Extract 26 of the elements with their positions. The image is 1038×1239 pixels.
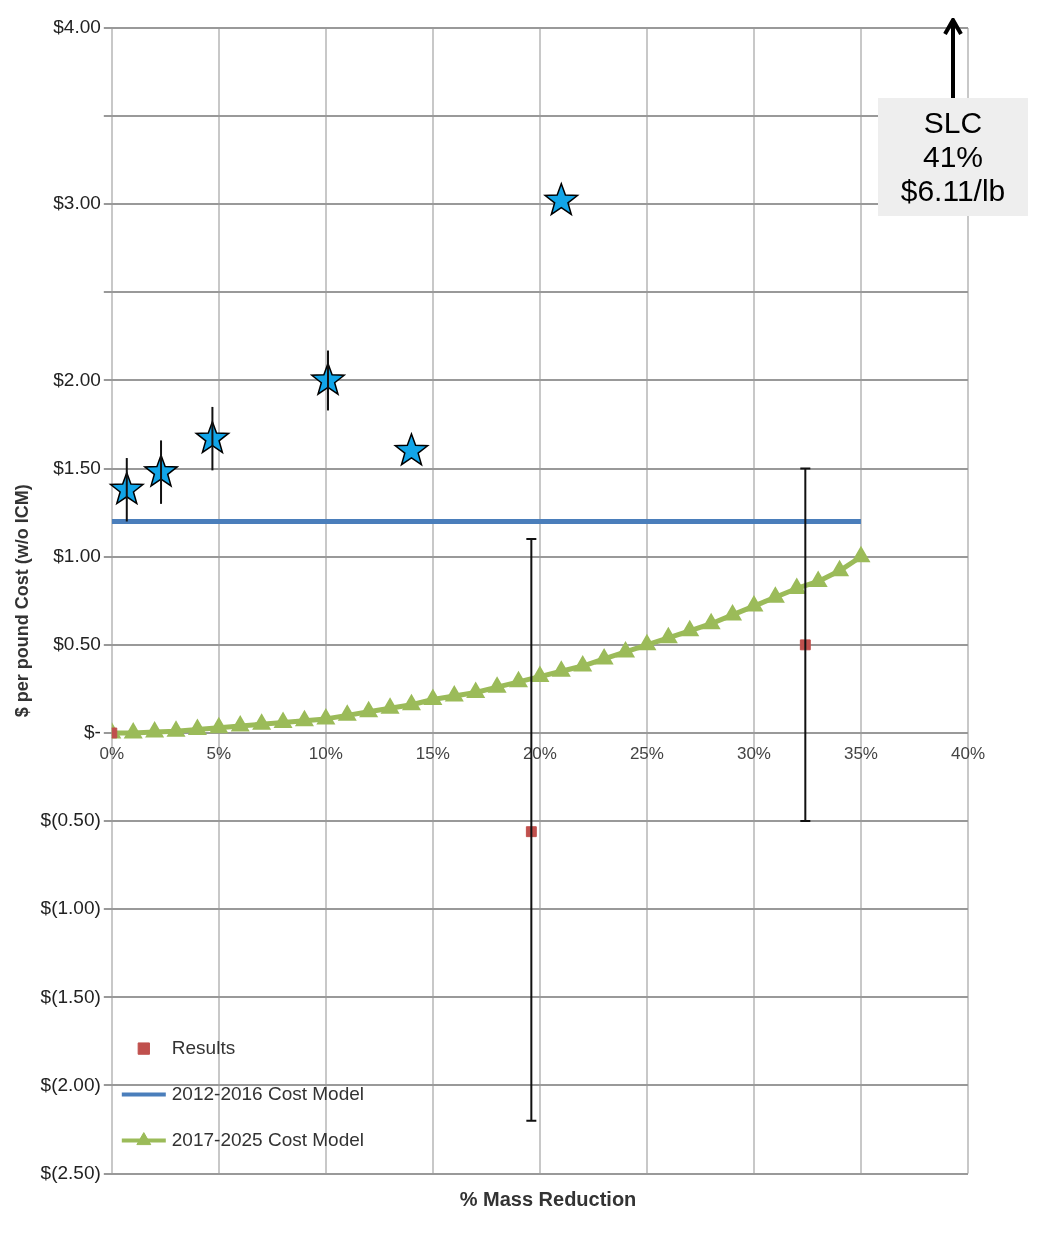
y-tick-label: $(2.50) [40, 1161, 101, 1183]
x-tick-label: 15% [415, 743, 450, 763]
legend-label: Results [171, 1036, 236, 1058]
y-tick-label: $1.00 [53, 544, 101, 566]
y-tick-label: $(1.50) [40, 985, 101, 1007]
y-tick-label: $(0.50) [40, 809, 101, 831]
y-tick-label: $4.00 [53, 16, 101, 38]
y-tick-label: $0.50 [53, 633, 101, 655]
x-tick-label: 35% [843, 743, 878, 763]
x-tick-label: 10% [308, 743, 343, 763]
y-tick-label: $3.00 [53, 192, 101, 214]
x-tick-label: 25% [629, 743, 664, 763]
annotation: SLC 41% $6.11/lb [878, 98, 1028, 216]
y-axis-title: $ per pound Cost (w/o ICM) [11, 484, 32, 718]
x-tick-label: 30% [736, 743, 771, 763]
legend-label: 2012-2016 Cost Model [171, 1082, 365, 1104]
y-tick-label: $1.50 [53, 456, 101, 478]
y-tick-label: $2.00 [53, 368, 101, 390]
y-tick-label: $- [83, 721, 101, 743]
legend-label: 2017-2025 Cost Model [171, 1128, 365, 1150]
x-axis-title: % Mass Reduction [458, 1188, 638, 1211]
y-tick-label: $(1.00) [40, 897, 101, 919]
x-tick-label: 40% [950, 743, 986, 763]
x-tick-label: 5% [206, 743, 232, 763]
y-tick-label: $(2.00) [40, 1073, 101, 1095]
x-tick-label: 0% [99, 743, 125, 763]
